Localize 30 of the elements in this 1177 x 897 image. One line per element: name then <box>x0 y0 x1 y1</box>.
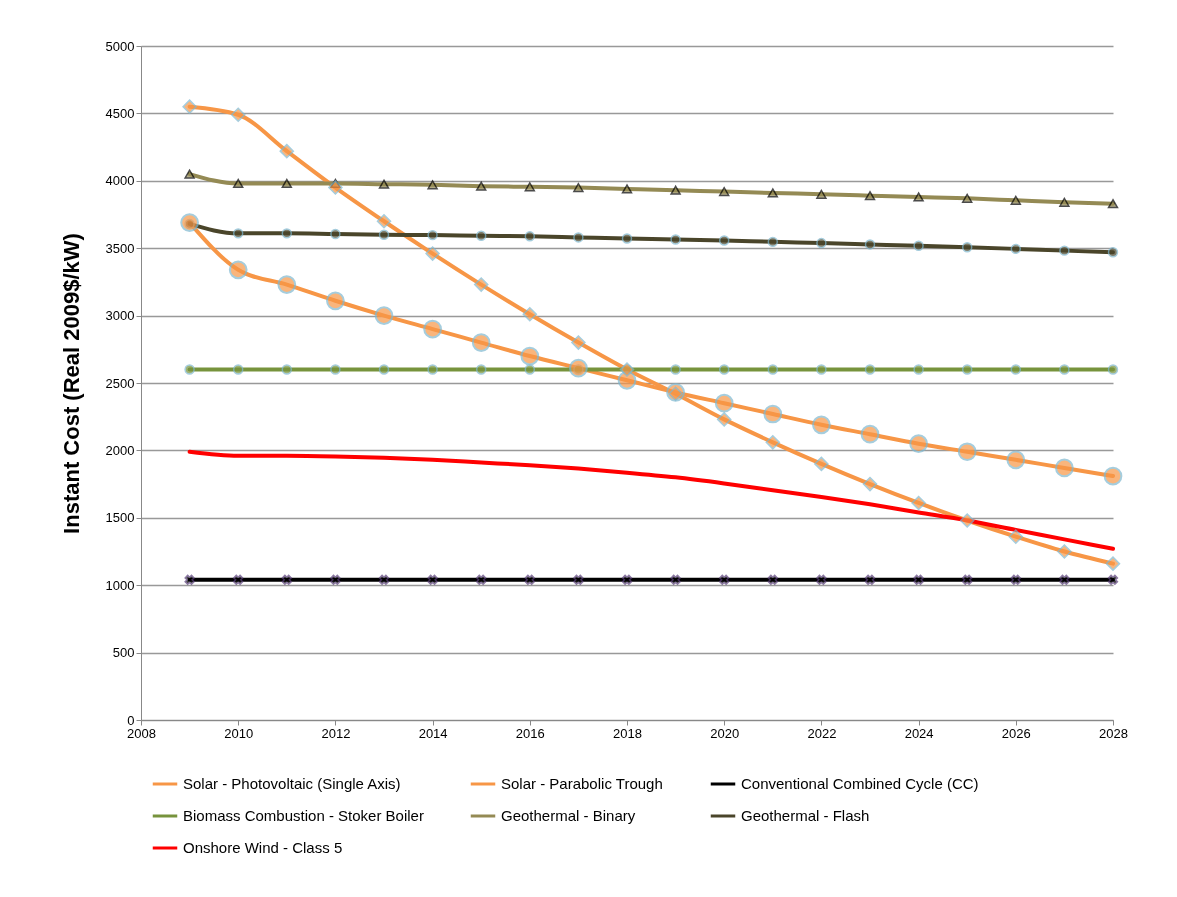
y-tick-label: 3000 <box>105 308 135 324</box>
y-tick-label: 2500 <box>105 375 135 391</box>
legend-label: Solar - Parabolic Trough <box>501 775 663 792</box>
x-tick-label: 2012 <box>321 725 351 741</box>
legend-label: Biomass Combustion - Stoker Boiler <box>183 807 424 824</box>
y-tick-label: 0 <box>127 712 135 728</box>
y-tick-label: 1500 <box>105 510 135 526</box>
y-tick-label: 2000 <box>105 442 135 458</box>
legend-label: Geothermal - Binary <box>501 807 636 824</box>
y-tick-label: 5000 <box>105 38 135 54</box>
x-tick-label: 2020 <box>710 725 740 741</box>
x-tick-label: 2026 <box>1001 725 1031 741</box>
legend-label: Geothermal - Flash <box>741 807 870 824</box>
y-axis-title: Instant Cost (Real 2009$/kW) <box>58 233 84 534</box>
x-tick-label: 2024 <box>904 725 934 741</box>
y-tick-label: 1000 <box>105 577 135 593</box>
legend-label: Solar - Photovoltaic (Single Axis) <box>183 775 401 792</box>
x-tick-label: 2008 <box>127 725 156 741</box>
x-tick-label: 2028 <box>1099 725 1128 741</box>
y-tick-label: 4500 <box>105 105 135 121</box>
x-tick-label: 2016 <box>515 725 545 741</box>
x-tick-label: 2014 <box>418 725 448 741</box>
x-tick-label: 2022 <box>807 725 837 741</box>
y-tick-label: 3500 <box>105 240 135 256</box>
y-tick-label: 500 <box>112 645 135 661</box>
x-tick-label: 2010 <box>224 725 254 741</box>
y-tick-label: 4000 <box>105 173 135 189</box>
legend-label: Onshore Wind - Class 5 <box>183 839 343 856</box>
x-tick-label: 2018 <box>613 725 642 741</box>
legend-label: Conventional Combined Cycle (CC) <box>741 775 979 792</box>
